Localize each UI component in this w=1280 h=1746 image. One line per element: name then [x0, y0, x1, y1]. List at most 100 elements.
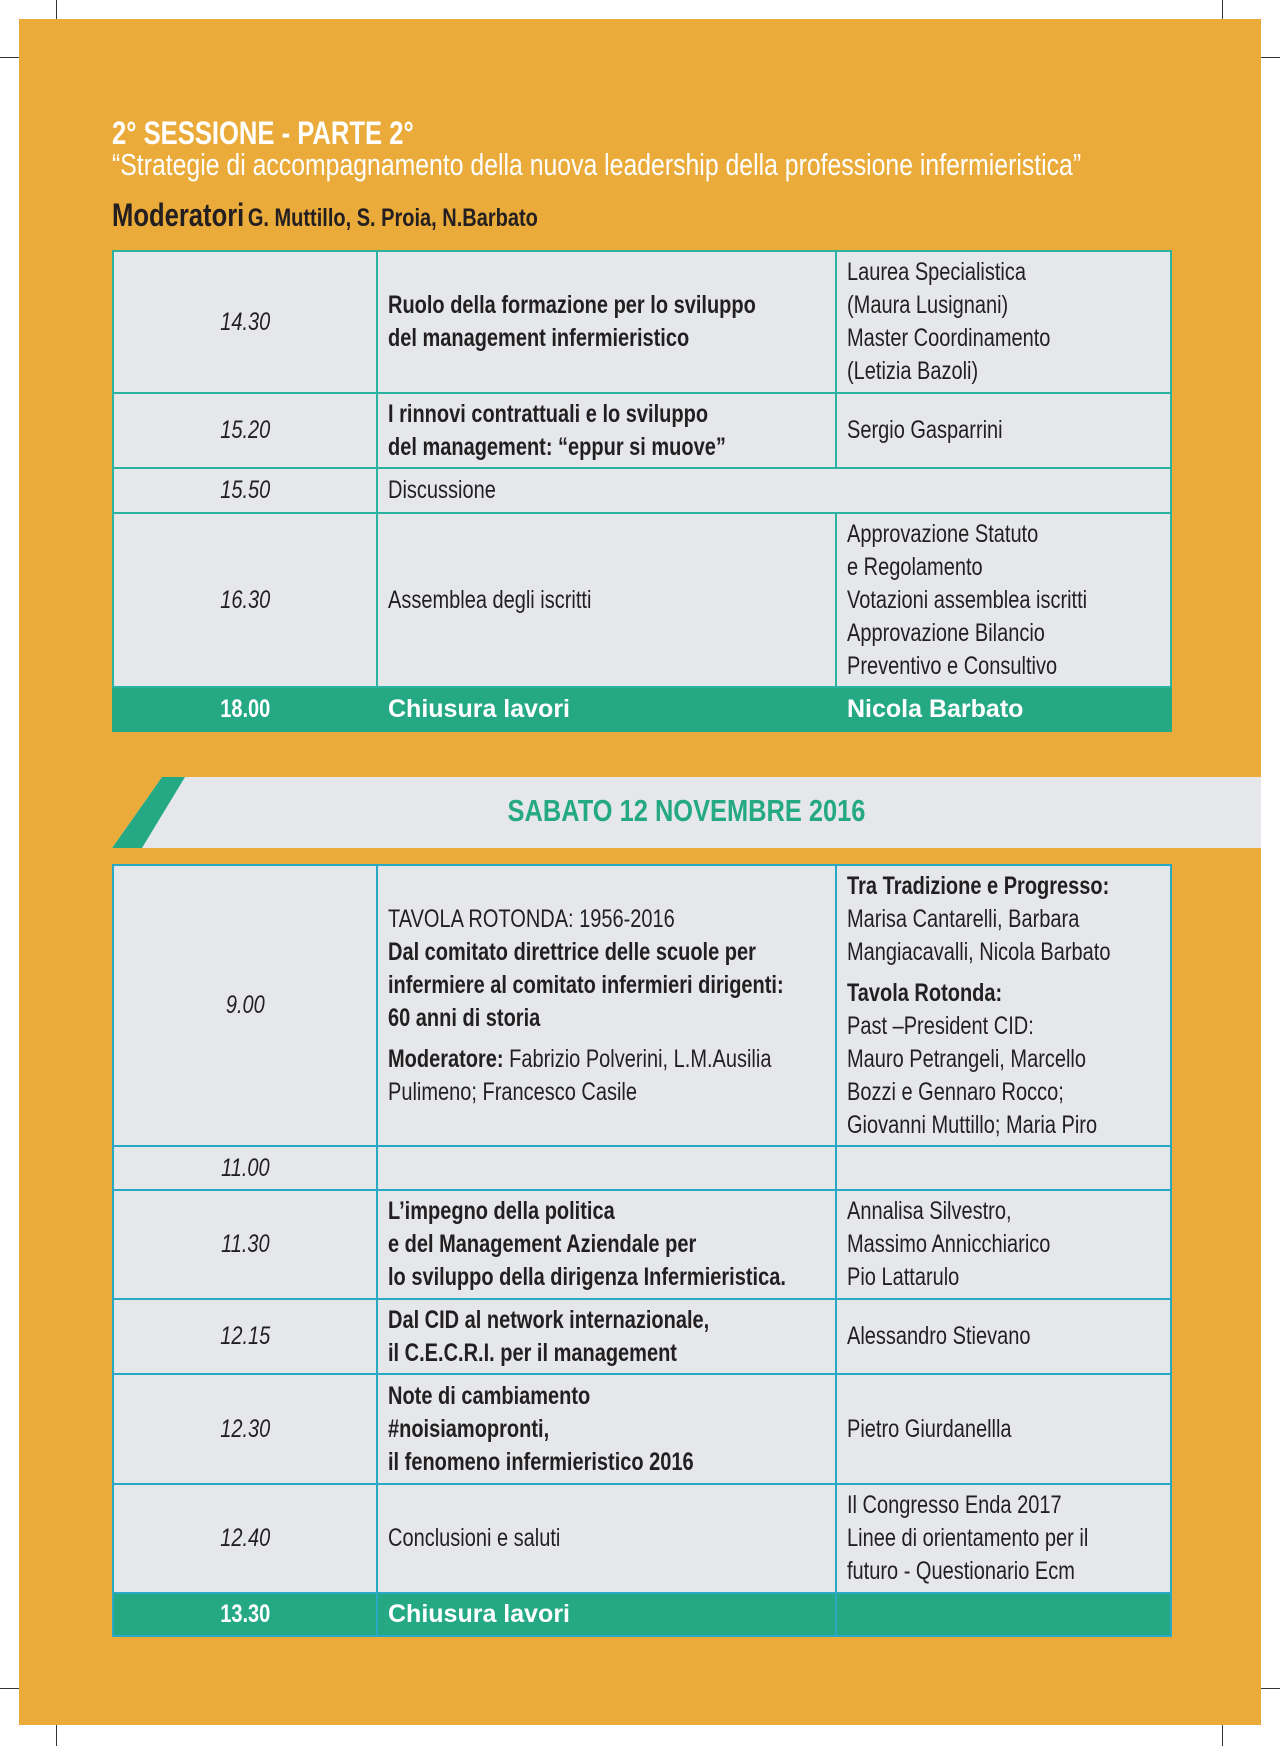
closing-label-text: Chiusura lavori	[388, 694, 570, 723]
topic-cell: Note di cambiamento #noisiamopronti, il fe…	[376, 1373, 837, 1485]
crop-mark	[56, 1706, 57, 1746]
time-text: 9.00	[225, 991, 265, 1019]
text-line: il fenomeno infermieristico 2016	[388, 1446, 738, 1479]
session1-schedule-table: 14.30 Ruolo della formazione per lo svilu…	[112, 250, 1172, 732]
schedule-row: 11.30 L’impegno della politica e del Manag…	[112, 1189, 1172, 1300]
text-line: Sergio Gasparrini	[847, 414, 1097, 447]
line-text: futuro - Questionario Ecm	[847, 1557, 1075, 1585]
speakers-cell: Il Congresso Enda 2017 Linee di orientame…	[835, 1483, 1172, 1594]
line-text: Linee di orientamento per il	[847, 1524, 1089, 1552]
text-line: e Regolamento	[847, 551, 1097, 584]
time-cell: 12.15	[112, 1298, 378, 1375]
line-text-rest: Fabrizio Polverini, L.M.Ausilia	[503, 1044, 772, 1073]
line-text: (Maura Lusignani)	[847, 291, 1009, 319]
closing-time: 13.30	[112, 1592, 378, 1637]
closing-label-text: Chiusura lavori	[388, 1600, 570, 1628]
topic-cell	[376, 1145, 837, 1191]
schedule-row: 9.00 TAVOLA ROTONDA: 1956-2016 Dal comitat…	[112, 864, 1172, 1147]
line-text: Pulimeno; Francesco Casile	[388, 1077, 637, 1106]
time-cell: 12.30	[112, 1373, 378, 1485]
text-line: lo sviluppo della dirigenza Infermierist…	[388, 1261, 786, 1294]
schedule-row: 14.30 Ruolo della formazione per lo svilu…	[112, 250, 1172, 394]
text-line: I rinnovi contrattuali e lo sviluppo	[388, 398, 738, 431]
line-text: Il Congresso Enda 2017	[847, 1491, 1062, 1519]
time-cell: 14.30	[112, 250, 378, 394]
day-banner: SABATO 12 NOVEMBRE 2016	[112, 777, 1261, 848]
line-text: Annalisa Silvestro,	[847, 1197, 1012, 1225]
time-cell: 11.00	[112, 1145, 378, 1191]
text-line: infermiere al comitato infermieri dirige…	[388, 969, 784, 1002]
line-text: #noisiamopronti,	[388, 1414, 550, 1443]
line-text: e Regolamento	[847, 552, 983, 581]
text-line: Discussione	[388, 474, 1006, 507]
topic-cell: Discussione	[376, 467, 1172, 514]
closing-label: Chiusura lavori	[376, 1592, 837, 1637]
line-text: Note di cambiamento	[388, 1381, 591, 1410]
topic-cell: Ruolo della formazione per lo sviluppo de…	[376, 250, 837, 394]
speakers-cell: Alessandro Stievano	[835, 1298, 1172, 1375]
closing-row: 13.30 Chiusura lavori	[112, 1592, 1172, 1637]
schedule-row: 12.40 Conclusioni e saluti Il Congresso En…	[112, 1483, 1172, 1594]
program-page: 2° SESSIONE - PARTE 2° “Strategie di acc…	[19, 19, 1261, 1725]
text-line: TAVOLA ROTONDA: 1956-2016	[388, 903, 738, 936]
time-cell: 11.30	[112, 1189, 378, 1300]
line-text: Approvazione Statuto	[847, 519, 1039, 548]
topic-cell: TAVOLA ROTONDA: 1956-2016 Dal comitato di…	[376, 864, 837, 1147]
text-line: Pio Lattarulo	[847, 1261, 1097, 1294]
text-line: Approvazione Bilancio	[847, 617, 1097, 650]
line-text: L’impegno della politica	[388, 1197, 615, 1225]
schedule-row: 16.30 Assemblea degli iscritti Approvazion…	[112, 512, 1172, 688]
text-line: #noisiamopronti,	[388, 1413, 738, 1446]
text-line: del management infermieristico	[388, 322, 738, 355]
banner-stripe-icon	[112, 777, 185, 848]
text-line: Votazioni assemblea iscritti	[847, 584, 1097, 617]
schedule-row: 15.50 Discussione	[112, 467, 1172, 514]
text-line: Mauro Petrangeli, Marcello	[847, 1043, 1097, 1076]
time-cell: 15.20	[112, 392, 378, 469]
closing-speaker: Nicola Barbato	[835, 686, 1172, 732]
line-text: Tavola Rotonda:	[847, 978, 1003, 1007]
line-text: Sergio Gasparrini	[847, 416, 1003, 444]
text-line: Laurea Specialistica	[847, 256, 1097, 289]
line-text: del management: “eppur si muove”	[388, 432, 726, 461]
line-text: Moderatore:	[388, 1044, 504, 1073]
line-text: TAVOLA ROTONDA: 1956-2016	[388, 904, 675, 933]
line-text: Pietro Giurdanellla	[847, 1414, 1012, 1443]
line-text: I rinnovi contrattuali e lo sviluppo	[388, 399, 709, 428]
moderators-names: G. Muttillo, S. Proia, N.Barbato	[247, 204, 538, 232]
text-line: 60 anni di storia	[388, 1002, 738, 1035]
session2-schedule-table: 9.00 TAVOLA ROTONDA: 1956-2016 Dal comitat…	[112, 864, 1172, 1637]
text-line: Note di cambiamento	[388, 1380, 738, 1413]
line-text: Preventivo e Consultivo	[847, 651, 1058, 680]
session-title: 2° SESSIONE - PARTE 2°	[112, 115, 414, 151]
time-cell: 12.40	[112, 1483, 378, 1594]
line-text: e del Management Aziendale per	[388, 1230, 697, 1258]
line-text: Mauro Petrangeli, Marcello	[847, 1044, 1086, 1073]
time-text: 16.30	[219, 585, 271, 614]
text-line: Tavola Rotonda:	[847, 977, 1097, 1010]
line-text: (Letizia Bazoli)	[847, 357, 979, 385]
text-line: Approvazione Statuto	[847, 518, 1097, 551]
text-line: futuro - Questionario Ecm	[847, 1555, 1097, 1588]
line-text: Bozzi e Gennaro Rocco;	[847, 1077, 1064, 1106]
time-text: 11.30	[220, 1230, 270, 1258]
speakers-cell: Tra Tradizione e Progresso: Marisa Cantar…	[835, 864, 1172, 1147]
time-text: 14.30	[219, 307, 271, 336]
line-text: 60 anni di storia	[388, 1003, 541, 1032]
text-line: Marisa Cantarelli, Barbara	[847, 903, 1097, 936]
speakers-cell	[835, 1145, 1172, 1191]
text-line: Linee di orientamento per il	[847, 1522, 1097, 1555]
text-line: Dal CID al network internazionale,	[388, 1304, 738, 1337]
closing-time-text: 13.30	[219, 1600, 271, 1628]
line-text: Dal comitato direttrice delle scuole per	[388, 937, 756, 966]
line-text: Approvazione Bilancio	[847, 618, 1045, 647]
text-line: Massimo Annicchiarico	[847, 1228, 1097, 1261]
text-line: Assemblea degli iscritti	[388, 584, 738, 617]
text-line: Master Coordinamento	[847, 322, 1097, 355]
text-line: Bozzi e Gennaro Rocco;	[847, 1076, 1097, 1109]
moderators-label: Moderatori	[112, 197, 245, 233]
line-text: Marisa Cantarelli, Barbara	[847, 904, 1080, 933]
time-text: 11.00	[220, 1153, 270, 1182]
schedule-row: 12.15 Dal CID al network internazionale, i…	[112, 1298, 1172, 1375]
text-line: Giovanni Muttillo; Maria Piro	[847, 1109, 1097, 1142]
